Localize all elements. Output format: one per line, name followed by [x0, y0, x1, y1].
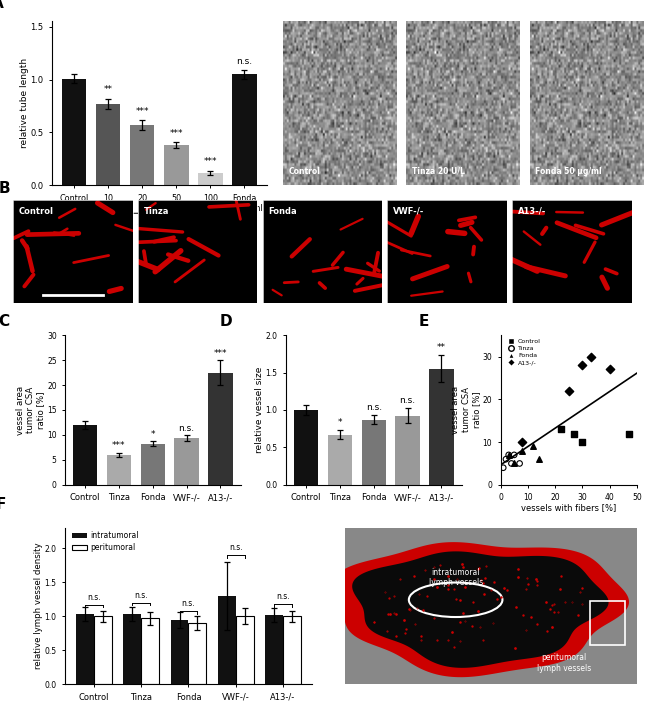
- Point: [498, 462, 508, 473]
- Point: [577, 436, 588, 448]
- Point: [569, 428, 579, 439]
- Point: [528, 441, 538, 452]
- Text: *: *: [151, 430, 155, 439]
- Bar: [174, 438, 199, 485]
- Point: [517, 436, 528, 448]
- Y-axis label: relative lymph vessel density: relative lymph vessel density: [34, 543, 43, 670]
- Point: [604, 364, 615, 375]
- Text: Tinza (U/L): Tinza (U/L): [137, 224, 181, 233]
- Bar: [140, 444, 165, 485]
- Text: Fonda 50 μg/ml: Fonda 50 μg/ml: [536, 167, 602, 175]
- Point: [509, 449, 519, 461]
- Bar: [218, 596, 236, 684]
- Text: ***: ***: [112, 441, 125, 451]
- Point: [577, 359, 588, 371]
- Text: n.s.: n.s.: [237, 57, 253, 66]
- Text: Tinza 20 U/L: Tinza 20 U/L: [412, 167, 465, 175]
- Text: Control: Control: [19, 207, 54, 216]
- Text: n.s.: n.s.: [135, 591, 148, 600]
- Bar: [294, 410, 318, 485]
- Text: ***: ***: [214, 349, 227, 357]
- Point: [506, 458, 517, 469]
- Text: A: A: [0, 0, 4, 11]
- Text: Fonda: Fonda: [268, 207, 297, 216]
- Text: E: E: [419, 314, 429, 329]
- Bar: [361, 420, 386, 485]
- Bar: [188, 623, 207, 684]
- Bar: [236, 616, 254, 684]
- Text: VWF-/-: VWF-/-: [393, 207, 424, 216]
- Bar: [328, 435, 352, 485]
- Bar: [76, 614, 94, 684]
- Bar: [429, 369, 454, 485]
- Text: **: **: [103, 86, 112, 94]
- Bar: [107, 455, 131, 485]
- Bar: [73, 425, 98, 485]
- Bar: [232, 74, 257, 185]
- Y-axis label: relative vessel size: relative vessel size: [255, 366, 264, 453]
- Text: F: F: [0, 497, 6, 512]
- Text: C: C: [0, 314, 10, 329]
- Bar: [283, 616, 301, 684]
- Point: [509, 458, 519, 469]
- Point: [514, 458, 525, 469]
- Text: n.s.: n.s.: [182, 599, 195, 608]
- Point: [504, 449, 514, 461]
- Bar: [141, 618, 159, 684]
- Point: [504, 449, 514, 461]
- Bar: [164, 145, 188, 185]
- Point: [564, 385, 574, 396]
- Point: [555, 424, 566, 435]
- Point: [534, 453, 544, 465]
- Y-axis label: vessel area
tumor CSA
ratio [%]: vessel area tumor CSA ratio [%]: [16, 386, 46, 434]
- Y-axis label: relative tube length: relative tube length: [20, 58, 29, 148]
- Bar: [96, 104, 120, 185]
- Bar: [124, 614, 141, 684]
- Text: Tinza: Tinza: [144, 207, 169, 216]
- Bar: [62, 78, 86, 185]
- Text: ***: ***: [170, 129, 183, 138]
- Bar: [265, 615, 283, 684]
- Text: n.s.: n.s.: [276, 593, 290, 601]
- Point: [517, 445, 528, 456]
- Text: n.s.: n.s.: [400, 396, 415, 406]
- Text: A13-/-: A13-/-: [518, 207, 547, 216]
- Bar: [94, 616, 112, 684]
- Text: ***: ***: [135, 106, 149, 116]
- Polygon shape: [333, 542, 629, 677]
- Text: **: **: [437, 344, 446, 352]
- Point: [623, 428, 634, 439]
- X-axis label: vessels with fibers [%]: vessels with fibers [%]: [521, 503, 616, 513]
- Text: D: D: [219, 314, 232, 329]
- Text: n.s.: n.s.: [366, 404, 382, 412]
- Text: n.s.: n.s.: [179, 424, 194, 433]
- Legend: intratumoral, peritumoral: intratumoral, peritumoral: [69, 528, 142, 555]
- Text: peritumoral
lymph vessels: peritumoral lymph vessels: [537, 653, 591, 672]
- Bar: [395, 416, 420, 485]
- Bar: [170, 620, 188, 684]
- Text: intratumoral
lymph vessels: intratumoral lymph vessels: [428, 568, 483, 588]
- Polygon shape: [352, 551, 608, 668]
- Bar: [208, 372, 233, 485]
- Text: n.s.: n.s.: [229, 543, 242, 552]
- Bar: [198, 173, 223, 185]
- Y-axis label: vessel area
tumor CSA
ratio [%]: vessel area tumor CSA ratio [%]: [451, 386, 481, 434]
- Point: [586, 351, 596, 362]
- Text: n.s.: n.s.: [87, 593, 101, 602]
- Text: ***: ***: [203, 158, 217, 166]
- Legend: Control, Tinza, Fonda, A13-/-: Control, Tinza, Fonda, A13-/-: [504, 338, 541, 366]
- Bar: [130, 125, 155, 185]
- Point: [500, 453, 511, 465]
- Text: Control: Control: [289, 167, 320, 175]
- Text: *: *: [338, 419, 342, 427]
- Text: B: B: [0, 181, 10, 197]
